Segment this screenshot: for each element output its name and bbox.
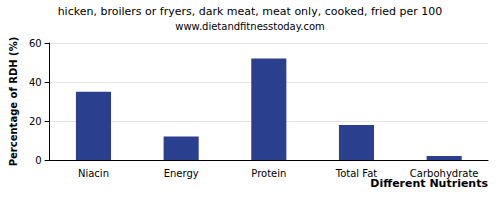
svg-text:0: 0 [35,155,41,166]
svg-text:Percentage of RDH (%): Percentage of RDH (%) [8,37,19,167]
svg-text:Protein: Protein [251,168,286,179]
svg-text:40: 40 [29,77,42,88]
svg-text:Total Fat: Total Fat [335,168,377,179]
svg-text:Different Nutrients: Different Nutrients [370,177,488,190]
svg-text:Niacin: Niacin [78,168,109,179]
svg-text:Energy: Energy [164,168,199,179]
svg-text:20: 20 [29,116,42,127]
svg-text:hicken, broilers or fryers, da: hicken, broilers or fryers, dark meat, m… [58,5,443,18]
svg-text:www.dietandfitnesstoday.com: www.dietandfitnesstoday.com [175,21,324,32]
svg-text:60: 60 [29,38,42,49]
svg-text:Carbohydrate: Carbohydrate [410,168,479,179]
